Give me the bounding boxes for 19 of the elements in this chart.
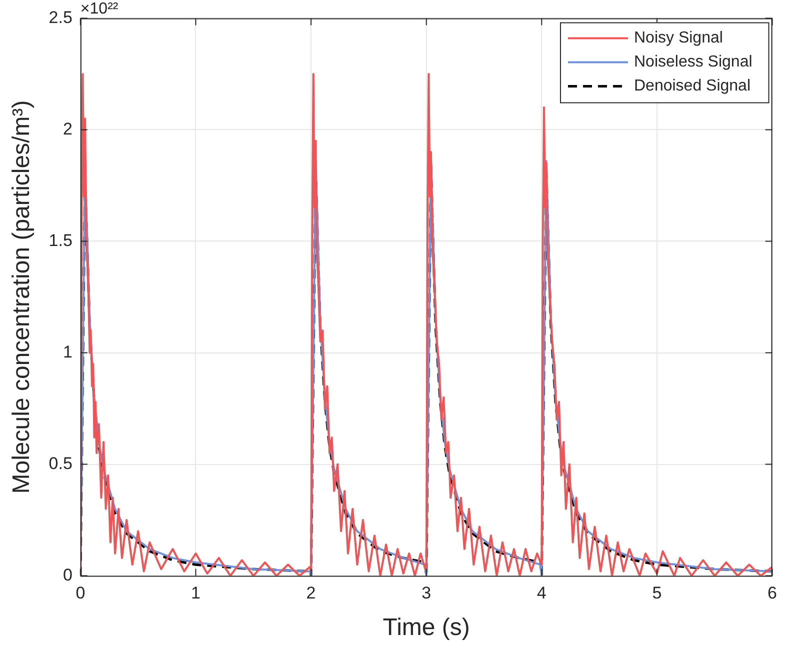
y-tick-label: 2.5: [48, 8, 72, 27]
text: ×10²²: [80, 0, 119, 18]
y-tick-label: 1: [62, 342, 72, 362]
x-tick-label: 1: [191, 584, 200, 603]
legend-label: Noiseless Signal: [634, 54, 752, 71]
x-axis-title: Time (s): [382, 614, 470, 642]
x-tick-label: 4: [536, 584, 546, 603]
x-tick-label: 2: [306, 584, 316, 603]
x-tick-label: 6: [768, 584, 778, 603]
y-tick-label: 1.5: [48, 230, 72, 250]
x-tick-label: 0: [76, 584, 86, 603]
legend-label: Noisy Signal: [634, 30, 723, 47]
y-axis-title: Molecule concentration (particles/m³): [8, 100, 36, 494]
y-tick-label: 0: [62, 565, 72, 584]
x-tick-label: 3: [422, 584, 432, 603]
y-tick-label: 2: [62, 119, 72, 138]
x-tick-label: 5: [652, 584, 662, 603]
y-tick-label: 0.5: [48, 454, 72, 473]
legend-label: Denoised Signal: [634, 78, 751, 95]
